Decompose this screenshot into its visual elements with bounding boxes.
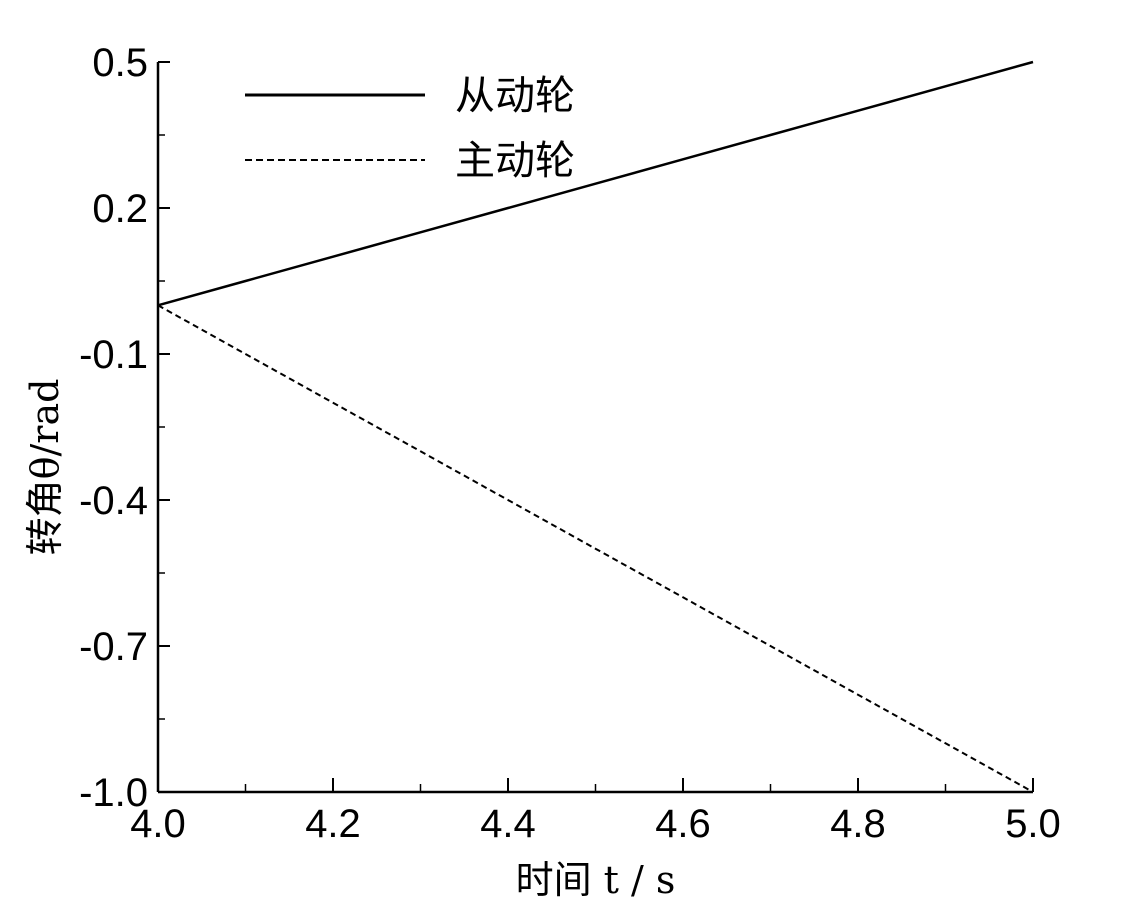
x-tick-label: 4.0 xyxy=(130,802,186,846)
x-tick-label: 4.6 xyxy=(655,802,711,846)
x-tick-label: 4.4 xyxy=(480,802,536,846)
y-tick-label: 0.5 xyxy=(92,41,148,85)
series-line-2 xyxy=(157,304,1034,793)
y-tick-label: -0.4 xyxy=(79,479,148,523)
y-axis-title: 转角θ/rad xyxy=(23,379,67,556)
ticks: -1.0 -0.7 -0.4 -0.1 0.2 0.5 4.0 4.2 4.4 4.6 4.8 5.0 xyxy=(79,41,1061,846)
x-tick-label: 4.2 xyxy=(305,802,361,846)
legend-label-1: 从动轮 xyxy=(455,73,575,119)
y-tick-label: 0.2 xyxy=(92,187,148,231)
x-tick-label: 5.0 xyxy=(1005,802,1061,846)
y-tick-label: -1.0 xyxy=(79,771,148,815)
x-axis-title: 时间 t / s xyxy=(516,858,676,902)
series xyxy=(157,60,1034,793)
series-line-1 xyxy=(157,60,1034,307)
x-tick-label: 4.8 xyxy=(830,802,886,846)
axes xyxy=(156,62,1033,794)
y-tick-label: -0.7 xyxy=(79,625,148,669)
y-tick-label: -0.1 xyxy=(79,333,148,377)
legend-label-2: 主动轮 xyxy=(455,138,575,184)
